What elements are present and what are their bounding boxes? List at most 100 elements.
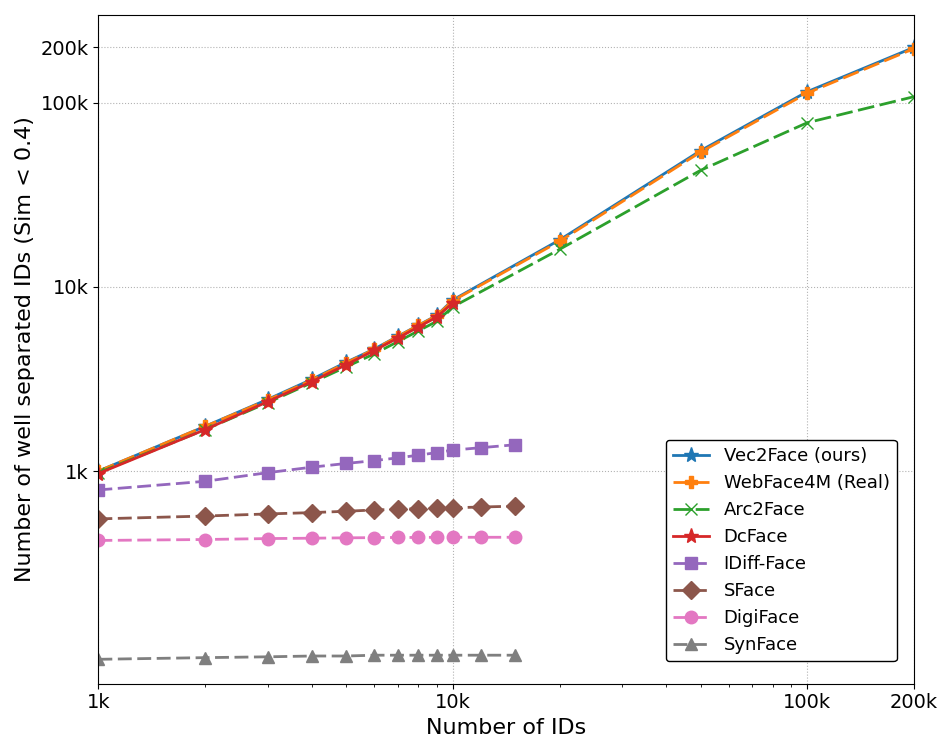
IDiff-Face	[262, 468, 273, 477]
SFace	[412, 505, 424, 514]
SynFace	[340, 651, 351, 660]
Line: DigiFace: DigiFace	[92, 531, 521, 547]
SynFace	[92, 655, 104, 664]
DcFace	[446, 298, 458, 307]
Line: WebFace4M (Real): WebFace4M (Real)	[92, 43, 919, 477]
SFace	[92, 514, 104, 523]
DigiFace	[306, 534, 317, 543]
Vec2Face (ours)	[907, 43, 919, 52]
SFace	[199, 511, 210, 520]
DcFace	[306, 377, 317, 386]
SynFace	[368, 651, 380, 660]
Vec2Face (ours)	[694, 146, 705, 155]
Vec2Face (ours)	[92, 467, 104, 476]
SFace	[430, 504, 442, 513]
IDiff-Face	[446, 446, 458, 455]
DcFace	[430, 312, 442, 322]
Vec2Face (ours)	[262, 395, 273, 404]
Vec2Face (ours)	[430, 311, 442, 320]
IDiff-Face	[392, 453, 404, 462]
SynFace	[509, 651, 521, 660]
Line: IDiff-Face: IDiff-Face	[92, 438, 521, 496]
DigiFace	[92, 536, 104, 545]
WebFace4M (Real)	[430, 311, 442, 320]
SynFace	[430, 651, 442, 660]
WebFace4M (Real)	[368, 345, 380, 354]
SFace	[340, 507, 351, 516]
WebFace4M (Real)	[92, 467, 104, 476]
WebFace4M (Real)	[340, 358, 351, 367]
IDiff-Face	[509, 441, 521, 450]
Vec2Face (ours)	[306, 375, 317, 384]
SFace	[392, 505, 404, 514]
IDiff-Face	[306, 462, 317, 471]
SFace	[475, 502, 486, 511]
SynFace	[262, 652, 273, 661]
WebFace4M (Real)	[392, 332, 404, 341]
Line: SFace: SFace	[92, 500, 521, 525]
Arc2Face	[430, 317, 442, 326]
Arc2Face	[340, 362, 351, 371]
Line: Arc2Face: Arc2Face	[92, 90, 920, 479]
SynFace	[392, 651, 404, 660]
SynFace	[412, 651, 424, 660]
DcFace	[340, 360, 351, 369]
DigiFace	[392, 533, 404, 542]
WebFace4M (Real)	[446, 296, 458, 305]
WebFace4M (Real)	[199, 422, 210, 431]
Line: Vec2Face (ours): Vec2Face (ours)	[90, 40, 921, 479]
DcFace	[199, 425, 210, 434]
Arc2Face	[199, 425, 210, 434]
Vec2Face (ours)	[412, 321, 424, 330]
Vec2Face (ours)	[392, 332, 404, 341]
Arc2Face	[907, 92, 919, 101]
SynFace	[475, 651, 486, 660]
Arc2Face	[92, 468, 104, 477]
Arc2Face	[412, 326, 424, 335]
Arc2Face	[306, 378, 317, 387]
SynFace	[306, 651, 317, 660]
Arc2Face	[262, 398, 273, 407]
X-axis label: Number of IDs: Number of IDs	[426, 718, 585, 738]
WebFace4M (Real)	[553, 236, 565, 245]
WebFace4M (Real)	[694, 148, 705, 157]
Arc2Face	[392, 337, 404, 346]
DcFace	[92, 469, 104, 478]
Arc2Face	[553, 245, 565, 254]
Legend: Vec2Face (ours), WebFace4M (Real), Arc2Face, DcFace, IDiff-Face, SFace, DigiFace: Vec2Face (ours), WebFace4M (Real), Arc2F…	[665, 440, 896, 661]
Arc2Face	[694, 166, 705, 175]
WebFace4M (Real)	[306, 376, 317, 385]
DigiFace	[368, 533, 380, 542]
DigiFace	[430, 533, 442, 542]
IDiff-Face	[412, 450, 424, 459]
DcFace	[368, 346, 380, 355]
IDiff-Face	[92, 486, 104, 495]
Vec2Face (ours)	[199, 422, 210, 431]
Line: SynFace: SynFace	[92, 650, 520, 665]
Vec2Face (ours)	[553, 236, 565, 245]
Arc2Face	[368, 349, 380, 358]
Y-axis label: Number of well separated IDs (Sim < 0.4): Number of well separated IDs (Sim < 0.4)	[15, 117, 35, 582]
DigiFace	[199, 535, 210, 544]
SynFace	[446, 651, 458, 660]
Vec2Face (ours)	[340, 358, 351, 367]
SFace	[446, 503, 458, 512]
Vec2Face (ours)	[801, 87, 812, 96]
IDiff-Face	[368, 456, 380, 465]
DigiFace	[446, 533, 458, 542]
DigiFace	[475, 533, 486, 542]
Vec2Face (ours)	[446, 295, 458, 304]
DigiFace	[509, 533, 521, 542]
SynFace	[199, 653, 210, 662]
DcFace	[392, 334, 404, 343]
WebFace4M (Real)	[262, 395, 273, 404]
Arc2Face	[801, 118, 812, 127]
SFace	[509, 501, 521, 511]
Arc2Face	[446, 302, 458, 311]
DigiFace	[412, 533, 424, 542]
IDiff-Face	[199, 477, 210, 486]
WebFace4M (Real)	[801, 89, 812, 98]
IDiff-Face	[430, 448, 442, 457]
WebFace4M (Real)	[412, 321, 424, 330]
IDiff-Face	[475, 444, 486, 453]
